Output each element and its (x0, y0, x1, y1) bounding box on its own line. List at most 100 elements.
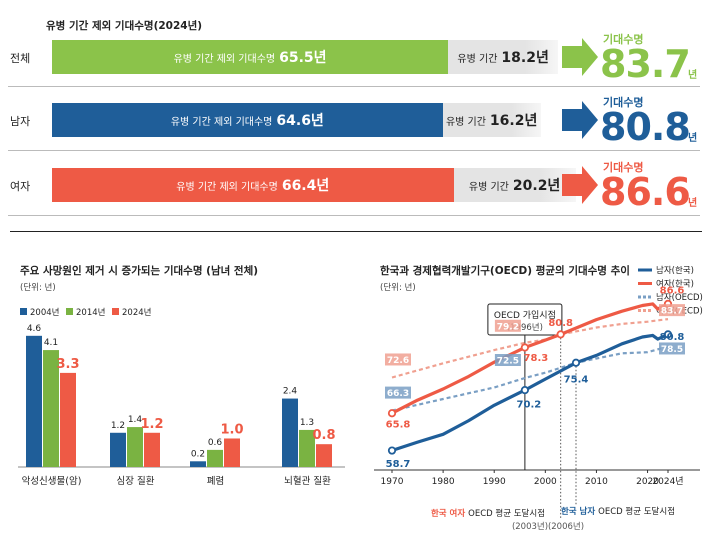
legend-swatch (66, 308, 73, 315)
arrow-icon (562, 174, 582, 196)
row-label: 여자 (10, 180, 31, 193)
x-tick-label: 2000 (534, 477, 557, 487)
bar (60, 372, 76, 467)
arrow-head-icon (582, 38, 598, 76)
point-label: 58.7 (386, 459, 411, 470)
top-title: 유병 기간 제외 기대수명(2024년) (46, 20, 203, 32)
row-separator (8, 215, 700, 216)
life-expectancy-value: 86.6 (600, 170, 691, 214)
join-annotation-title: OECD 가입시점 (494, 309, 556, 321)
bar (224, 438, 240, 467)
category-label: 뇌혈관 질환 (284, 475, 331, 487)
sick-value: 18.2년 (501, 50, 549, 66)
point-label: 80.8 (660, 332, 685, 343)
category-label: 악성신생물(암) (22, 475, 82, 487)
bar (316, 444, 332, 467)
point-label: 78.3 (524, 353, 549, 364)
bar-value-label: 1.3 (300, 418, 314, 428)
bar-chart-unit: (단위: 년) (20, 283, 56, 293)
bar (127, 427, 143, 467)
legend-swatch (112, 308, 119, 315)
line-chart-unit: (단위: 년) (380, 283, 416, 293)
sick-value: 16.2년 (489, 113, 538, 129)
life-expectancy-value: 80.8 (600, 105, 691, 149)
healthy-label: 유병 기간 제외 기대수명 (176, 181, 278, 193)
bar-value-label: 4.1 (44, 338, 58, 348)
point-label-box (385, 386, 411, 399)
point-label: 80.8 (548, 318, 573, 329)
life-expectancy-value: 83.7 (600, 42, 691, 86)
healthy-value: 65.5년 (279, 50, 327, 66)
x-tick-label: 1980 (432, 477, 455, 487)
bar (43, 350, 59, 467)
female-reach-annotation: 한국 여자 OECD 평균 도달시점 (431, 508, 545, 519)
point-label: 83.7 (661, 307, 683, 317)
point-label: 65.8 (386, 420, 411, 431)
legend-label: 2014년 (76, 307, 105, 318)
bar-value-label: 1.2 (111, 421, 125, 431)
male-reach-year: (2006년) (548, 521, 584, 532)
arrow-head-icon (582, 101, 598, 139)
male-reach-annotation: 한국 남자 OECD 평균 도달시점 (561, 506, 675, 517)
data-point (556, 330, 565, 339)
join-annotation-year: (1996년) (507, 322, 543, 333)
point-label: 75.4 (564, 374, 589, 385)
healthy-label: 유병 기간 제외 기대수명 (173, 53, 276, 65)
healthy-value: 64.6년 (276, 113, 324, 129)
legend-label: 2004년 (30, 307, 59, 318)
life-expectancy-label: 기대수명 (603, 161, 644, 174)
sick-label: 유병 기간 (468, 181, 509, 193)
bar-chart: 2004년 2014년 2024년4.64.13.3악성신생물(암)1.21.41.… (18, 307, 345, 487)
healthy-bar: 유병 기간 제외 기대수명 64.6년 (52, 103, 443, 137)
point-label: 70.2 (517, 400, 542, 411)
oecd-series-line (391, 318, 669, 379)
bar-value-label: 1.4 (128, 415, 143, 425)
korea-series-line (391, 302, 669, 415)
life-expectancy-unit: 년 (688, 198, 698, 209)
korea-series-line (391, 332, 669, 453)
point-label-box (659, 304, 685, 317)
legend-label: 남자(한국) (656, 266, 694, 276)
bar-value-label: 0.2 (191, 449, 205, 459)
life-expectancy-unit: 년 (688, 70, 698, 81)
bar-value-label: 3.3 (56, 357, 79, 372)
legend-label: 2024년 (122, 307, 151, 318)
row-label: 남자 (10, 115, 31, 128)
data-point (663, 330, 673, 339)
point-label: 86.6 (660, 285, 685, 296)
bar (26, 335, 42, 467)
line-chart: 남자(한국)여자(한국)남자(OECD)여자(OECD)197019801990… (374, 266, 703, 532)
row-separator (8, 86, 700, 87)
arrow-head-icon (582, 166, 598, 204)
sick-bar: 유병 기간 16.2년 (442, 103, 541, 137)
x-tick-label: 2010 (585, 477, 608, 487)
x-tick-label: 1990 (483, 477, 506, 487)
data-point (387, 409, 397, 418)
point-label: 72.5 (497, 357, 519, 367)
bar-value-label: 1.2 (140, 417, 163, 432)
bar (190, 461, 206, 467)
data-point (571, 358, 581, 367)
arrow-icon (562, 109, 582, 131)
row-separator (8, 150, 700, 151)
bar-value-label: 2.4 (283, 387, 298, 397)
bar (207, 449, 223, 467)
data-point (520, 385, 529, 395)
life-expectancy-label: 기대수명 (603, 33, 644, 46)
row-label: 전체 (10, 52, 31, 65)
sick-value: 20.2년 (512, 178, 561, 194)
life-expectancy-label: 기대수명 (603, 96, 644, 109)
bar-value-label: 1.0 (220, 422, 243, 437)
x-tick-label: 2020 (636, 477, 659, 487)
healthy-bar: 유병 기간 제외 기대수명 65.5년 (52, 40, 449, 74)
line-chart-title: 한국과 경제협력개발기구(OECD) 평균의 기대수명 추이 (380, 265, 630, 277)
sick-bar: 유병 기간 20.2년 (453, 168, 576, 202)
arrow-icon (562, 46, 582, 68)
category-label: 폐렴 (207, 475, 224, 487)
bar (144, 432, 160, 467)
life-expectancy-unit: 년 (688, 133, 698, 144)
legend-swatch (20, 308, 27, 315)
x-tick-label: 2024년 (652, 476, 683, 487)
bar (282, 398, 298, 467)
sick-label: 유병 기간 (445, 116, 486, 128)
